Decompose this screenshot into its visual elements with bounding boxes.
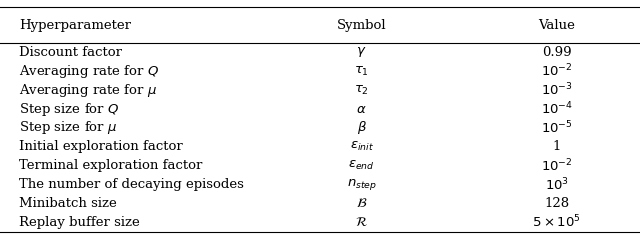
Text: The number of decaying episodes: The number of decaying episodes bbox=[19, 178, 244, 191]
Text: Replay buffer size: Replay buffer size bbox=[19, 216, 140, 229]
Text: $5 \times 10^{5}$: $5 \times 10^{5}$ bbox=[532, 214, 581, 231]
Text: Hyperparameter: Hyperparameter bbox=[19, 19, 131, 32]
Text: Initial exploration factor: Initial exploration factor bbox=[19, 140, 183, 153]
Text: $\beta$: $\beta$ bbox=[356, 120, 367, 136]
Text: 128: 128 bbox=[544, 197, 570, 210]
Text: $10^{-2}$: $10^{-2}$ bbox=[541, 63, 573, 80]
Text: $10^{-5}$: $10^{-5}$ bbox=[541, 120, 573, 136]
Text: 1: 1 bbox=[552, 140, 561, 153]
Text: $n_{step}$: $n_{step}$ bbox=[347, 177, 376, 192]
Text: $\tau_1$: $\tau_1$ bbox=[354, 65, 369, 78]
Text: $\mathcal{B}$: $\mathcal{B}$ bbox=[356, 197, 367, 210]
Text: Minibatch size: Minibatch size bbox=[19, 197, 117, 210]
Text: Step size for $\mu$: Step size for $\mu$ bbox=[19, 120, 118, 136]
Text: Discount factor: Discount factor bbox=[19, 46, 122, 59]
Text: 0.99: 0.99 bbox=[542, 46, 572, 59]
Text: $10^{-4}$: $10^{-4}$ bbox=[541, 101, 573, 117]
Text: $\gamma$: $\gamma$ bbox=[356, 45, 367, 60]
Text: Symbol: Symbol bbox=[337, 19, 387, 32]
Text: $10^{3}$: $10^{3}$ bbox=[545, 176, 569, 193]
Text: Value: Value bbox=[538, 19, 575, 32]
Text: Terminal exploration factor: Terminal exploration factor bbox=[19, 159, 203, 172]
Text: $\mathcal{R}$: $\mathcal{R}$ bbox=[355, 216, 368, 229]
Text: $\alpha$: $\alpha$ bbox=[356, 103, 367, 116]
Text: $10^{-2}$: $10^{-2}$ bbox=[541, 158, 573, 174]
Text: $10^{-3}$: $10^{-3}$ bbox=[541, 82, 573, 98]
Text: Step size for $Q$: Step size for $Q$ bbox=[19, 101, 120, 118]
Text: $\tau_2$: $\tau_2$ bbox=[354, 84, 369, 97]
Text: $\epsilon_{end}$: $\epsilon_{end}$ bbox=[348, 159, 375, 172]
Text: Averaging rate for $\mu$: Averaging rate for $\mu$ bbox=[19, 82, 157, 99]
Text: Averaging rate for $Q$: Averaging rate for $Q$ bbox=[19, 63, 159, 80]
Text: $\epsilon_{init}$: $\epsilon_{init}$ bbox=[349, 140, 374, 153]
